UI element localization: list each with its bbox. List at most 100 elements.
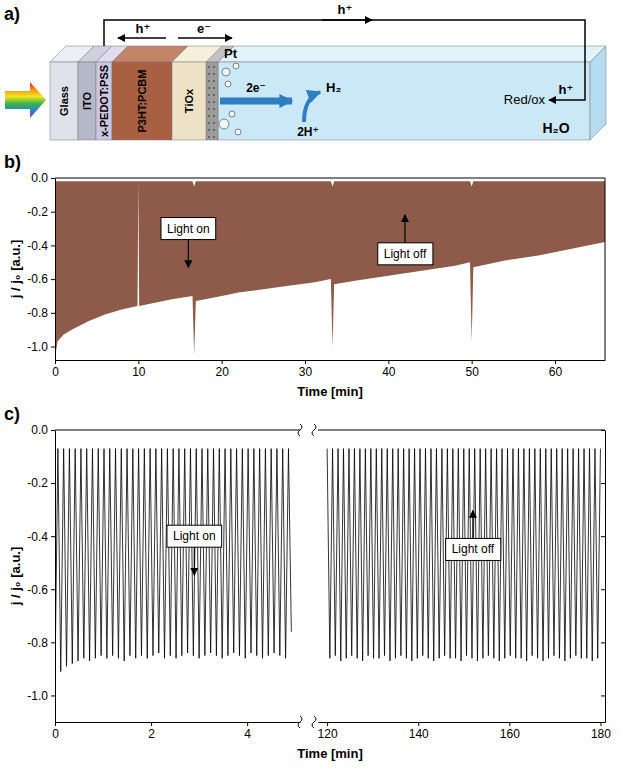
tick: 30 bbox=[299, 360, 313, 379]
tick: 60 bbox=[549, 360, 563, 379]
tick-label: 4 bbox=[244, 727, 251, 741]
layer-label: TiOx bbox=[183, 88, 195, 113]
pt-dot bbox=[208, 115, 210, 117]
tick-label: 2 bbox=[148, 727, 155, 741]
y-axis: 0.0-0.2-0.4-0.6-0.8-1.0 bbox=[27, 171, 55, 360]
tick-mark bbox=[51, 347, 55, 348]
bubble bbox=[229, 111, 235, 117]
y-axis-title: j / j₀ [a.u.] bbox=[8, 547, 23, 607]
tick: -1.0 bbox=[27, 689, 55, 703]
tick-mark bbox=[51, 212, 55, 213]
x-axis-line bbox=[319, 722, 606, 723]
annotation-text: Light off bbox=[452, 542, 495, 556]
pt-dot bbox=[213, 66, 215, 68]
layer-label: P3HT:PCBM bbox=[136, 70, 148, 133]
y-axis: 0.0-0.2-0.4-0.6-0.8-1.0 bbox=[27, 423, 55, 722]
electron-flow bbox=[220, 98, 292, 105]
tick-label: 10 bbox=[132, 365, 146, 379]
circuit-line bbox=[104, 20, 585, 100]
x-axis-line bbox=[56, 360, 606, 361]
tick-label: -0.6 bbox=[27, 583, 48, 597]
tick: 0.0 bbox=[31, 171, 55, 185]
chart: 01020304050600.0-0.2-0.4-0.6-0.8-1.0b)Ti… bbox=[4, 152, 606, 399]
y-axis-title: j / j₀ [a.u.] bbox=[8, 240, 23, 300]
tick-label: 50 bbox=[465, 365, 479, 379]
species-label: Red/ox bbox=[504, 92, 546, 107]
tick: 20 bbox=[215, 360, 229, 379]
annotation-box bbox=[161, 218, 216, 240]
tick: 120 bbox=[318, 722, 338, 741]
tick-mark bbox=[138, 360, 139, 364]
pt-dot bbox=[213, 129, 215, 131]
tick-mark bbox=[55, 360, 56, 364]
tick: 160 bbox=[500, 722, 520, 741]
layer bbox=[172, 62, 206, 140]
tick: 50 bbox=[465, 360, 479, 379]
tick-label: -0.4 bbox=[27, 530, 48, 544]
tick-mark bbox=[151, 722, 152, 726]
tick-label: -0.2 bbox=[27, 205, 48, 219]
axis-break bbox=[298, 716, 302, 728]
charge-label: h⁺ bbox=[338, 2, 353, 17]
figure: a)GlassITOx-PEDOT:PSSP3HT:PCBMTiOxPth⁺h⁺… bbox=[0, 0, 621, 773]
tick-mark bbox=[51, 313, 55, 314]
tick-label: -1.0 bbox=[27, 689, 48, 703]
tick: -0.2 bbox=[27, 205, 55, 219]
tick-label: -0.6 bbox=[27, 272, 48, 286]
tick bbox=[601, 536, 605, 537]
layer-label: ITO bbox=[81, 91, 93, 110]
pt-dot bbox=[208, 80, 210, 82]
circuit-arrow bbox=[322, 19, 372, 21]
annotation: Light on bbox=[161, 218, 216, 268]
hole-arrow bbox=[118, 37, 166, 39]
x-axis: 120140160180 bbox=[318, 722, 612, 741]
layer-top bbox=[172, 46, 222, 62]
pt-electrode bbox=[206, 62, 218, 140]
bubble bbox=[235, 129, 241, 135]
tick-mark bbox=[555, 360, 556, 364]
chart: 120140160180Time [min]Light off bbox=[297, 424, 611, 761]
annotation-arrow bbox=[404, 215, 405, 243]
light-arrow bbox=[5, 82, 46, 118]
reaction-arrow bbox=[304, 92, 320, 122]
pt-dot bbox=[213, 115, 215, 117]
tick-mark bbox=[51, 279, 55, 280]
x-axis: 0102030405060 bbox=[52, 360, 605, 379]
tick-mark bbox=[388, 360, 389, 364]
plot-marks bbox=[55, 181, 605, 358]
tick-mark bbox=[472, 360, 473, 364]
tick-label: 0.0 bbox=[31, 171, 48, 185]
bubble bbox=[233, 63, 239, 69]
tick: 0 bbox=[52, 722, 59, 741]
y-axis bbox=[601, 431, 606, 723]
tick-mark bbox=[55, 722, 56, 726]
tick-mark bbox=[601, 695, 605, 696]
annotation: Light off bbox=[378, 215, 433, 265]
tick-mark bbox=[51, 642, 55, 643]
axis-break bbox=[312, 716, 316, 728]
tick-mark bbox=[418, 722, 419, 726]
layer bbox=[96, 62, 112, 140]
annotation: Light on bbox=[167, 525, 222, 575]
tick-label: 30 bbox=[299, 365, 313, 379]
water bbox=[218, 62, 590, 140]
charge-label: h⁺ bbox=[559, 82, 574, 97]
x-axis-title: Time [min] bbox=[297, 384, 363, 399]
frame bbox=[55, 178, 605, 179]
tick-mark bbox=[327, 722, 328, 726]
y-axis-line bbox=[605, 431, 606, 723]
tick-mark bbox=[247, 722, 248, 726]
panel-label: c) bbox=[4, 404, 20, 424]
electron-arrow bbox=[178, 37, 232, 39]
tick-label: 160 bbox=[500, 727, 520, 741]
annotation-arrow bbox=[194, 547, 195, 575]
tick bbox=[601, 695, 605, 696]
tick-label: 0.0 bbox=[31, 423, 48, 437]
layer bbox=[112, 62, 172, 140]
pt-dot bbox=[208, 101, 210, 103]
axis-break bbox=[298, 424, 302, 436]
tick-label: 0 bbox=[52, 727, 59, 741]
tick-mark bbox=[51, 589, 55, 590]
pt-dot bbox=[208, 73, 210, 75]
tick: 0 bbox=[52, 360, 59, 379]
